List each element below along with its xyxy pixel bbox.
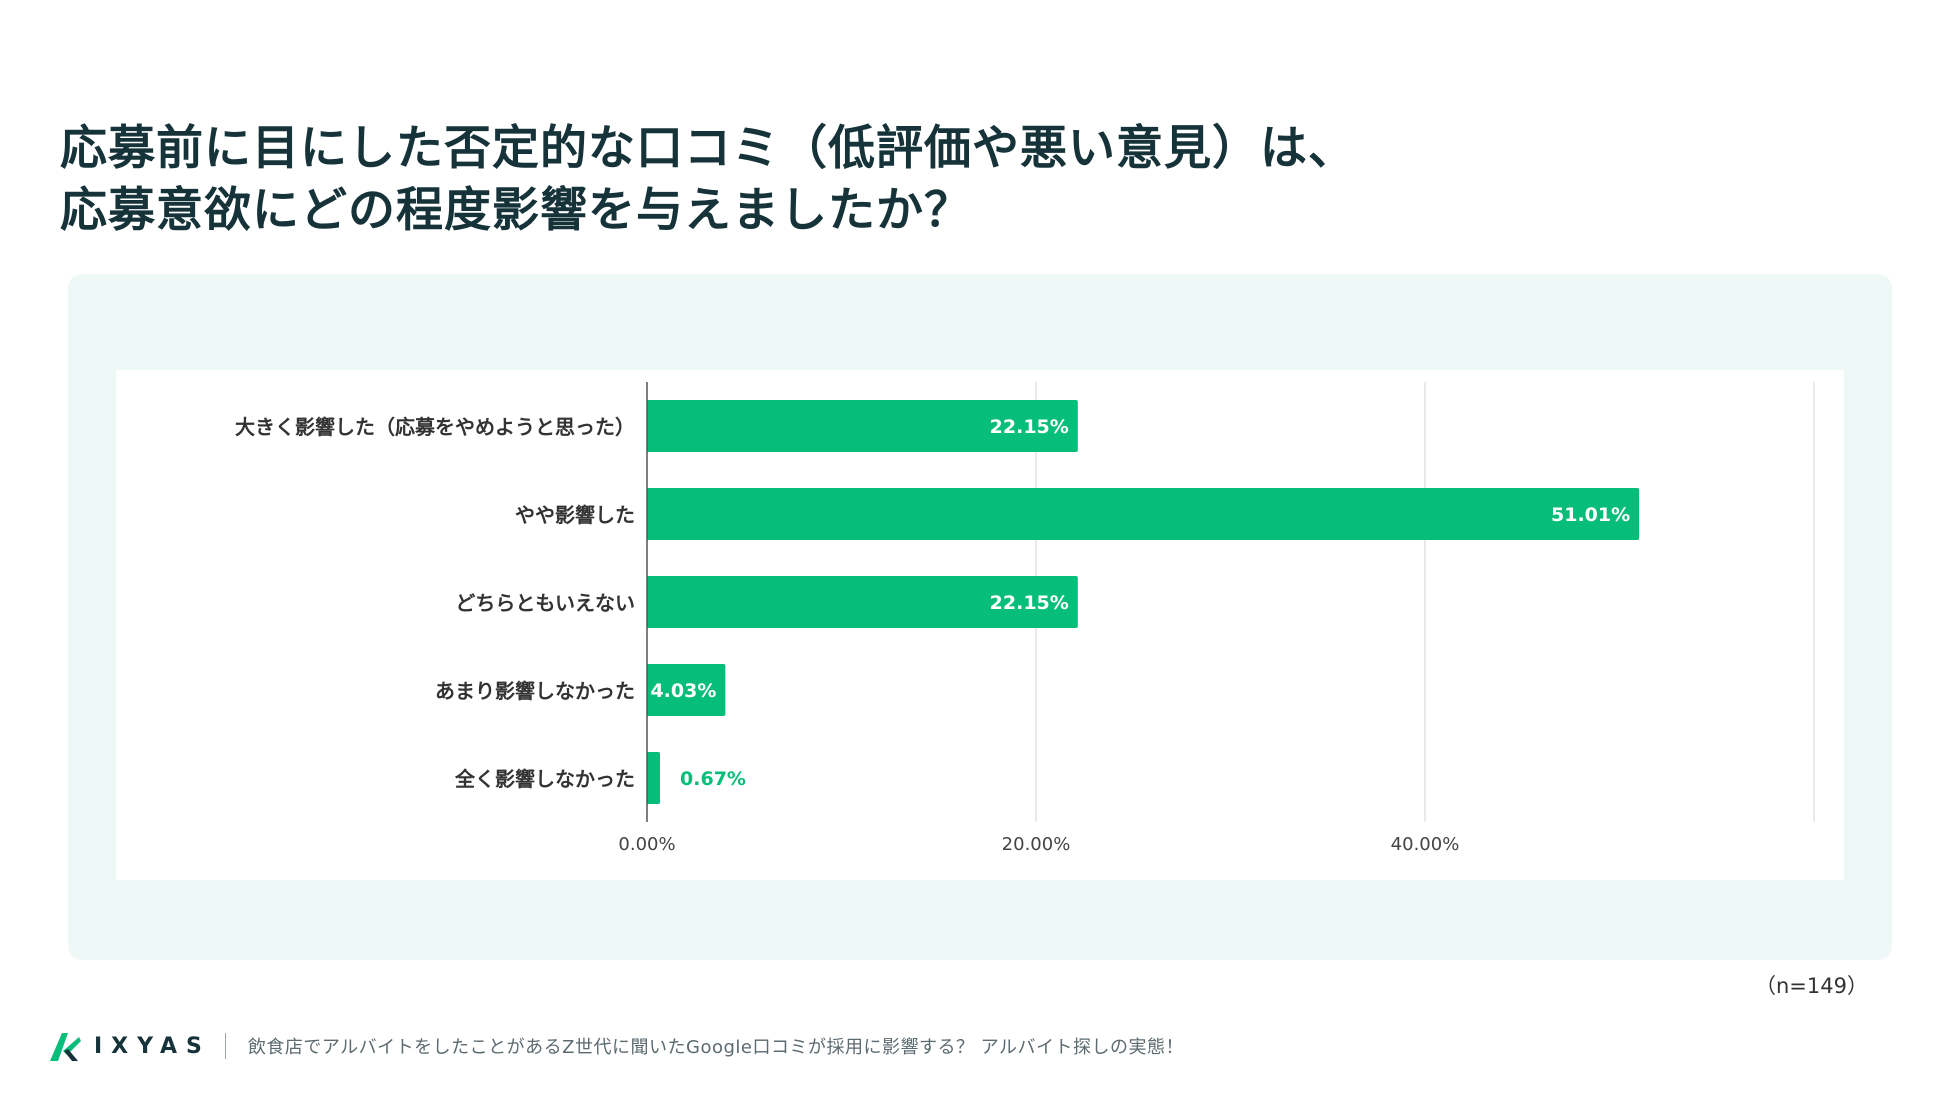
x-tick-label: 20.00%	[1002, 834, 1071, 855]
data-label: 4.03%	[650, 680, 716, 702]
x-tick-label: 0.00%	[618, 834, 675, 855]
x-tick-label: 40.00%	[1391, 834, 1460, 855]
bar	[647, 576, 1078, 628]
chart-card: 0.00% 20.00% 40.00% 大きく影響した（応募をやめようと思った） 22.…	[116, 370, 1844, 880]
brand-name: IXYAS	[94, 1033, 211, 1059]
data-label: 51.01%	[1551, 504, 1630, 526]
footer-divider	[224, 1033, 226, 1059]
data-label: 22.15%	[990, 592, 1069, 614]
category-label: あまり影響しなかった	[435, 679, 635, 703]
bar	[647, 400, 1078, 452]
bar	[647, 488, 1640, 540]
footer-caption: 飲食店でアルバイトをしたことがあるZ世代に聞いたGoogle口コミが採用に影響す…	[247, 1037, 1185, 1058]
title-line-1: 応募前に目にした否定的な口コミ（低評価や悪い意見）は、	[60, 121, 1356, 176]
category-label: どちらともいえない	[455, 591, 635, 615]
title-line-2: 応募意欲にどの程度影響を与えましたか？	[60, 183, 972, 238]
bar	[647, 752, 661, 804]
footer: IXYAS 飲食店でアルバイトをしたことがあるZ世代に聞いたGoogle口コミが…	[48, 1028, 1184, 1064]
bar-chart: 0.00% 20.00% 40.00% 大きく影響した（応募をやめようと思った） 22.…	[235, 382, 1815, 855]
category-label: 大きく影響した（応募をやめようと思った）	[235, 415, 635, 439]
data-label: 0.67%	[680, 768, 746, 790]
data-label: 22.15%	[990, 416, 1069, 438]
bar	[647, 664, 726, 716]
category-label: 全く影響しなかった	[454, 767, 635, 791]
sample-size-label: （n=149）	[1755, 974, 1868, 998]
ixyas-logo-icon	[50, 1033, 81, 1061]
category-label: やや影響した	[515, 503, 635, 527]
page-title: 応募前に目にした否定的な口コミ（低評価や悪い意見）は、 応募意欲にどの程度影響を…	[60, 118, 1356, 242]
